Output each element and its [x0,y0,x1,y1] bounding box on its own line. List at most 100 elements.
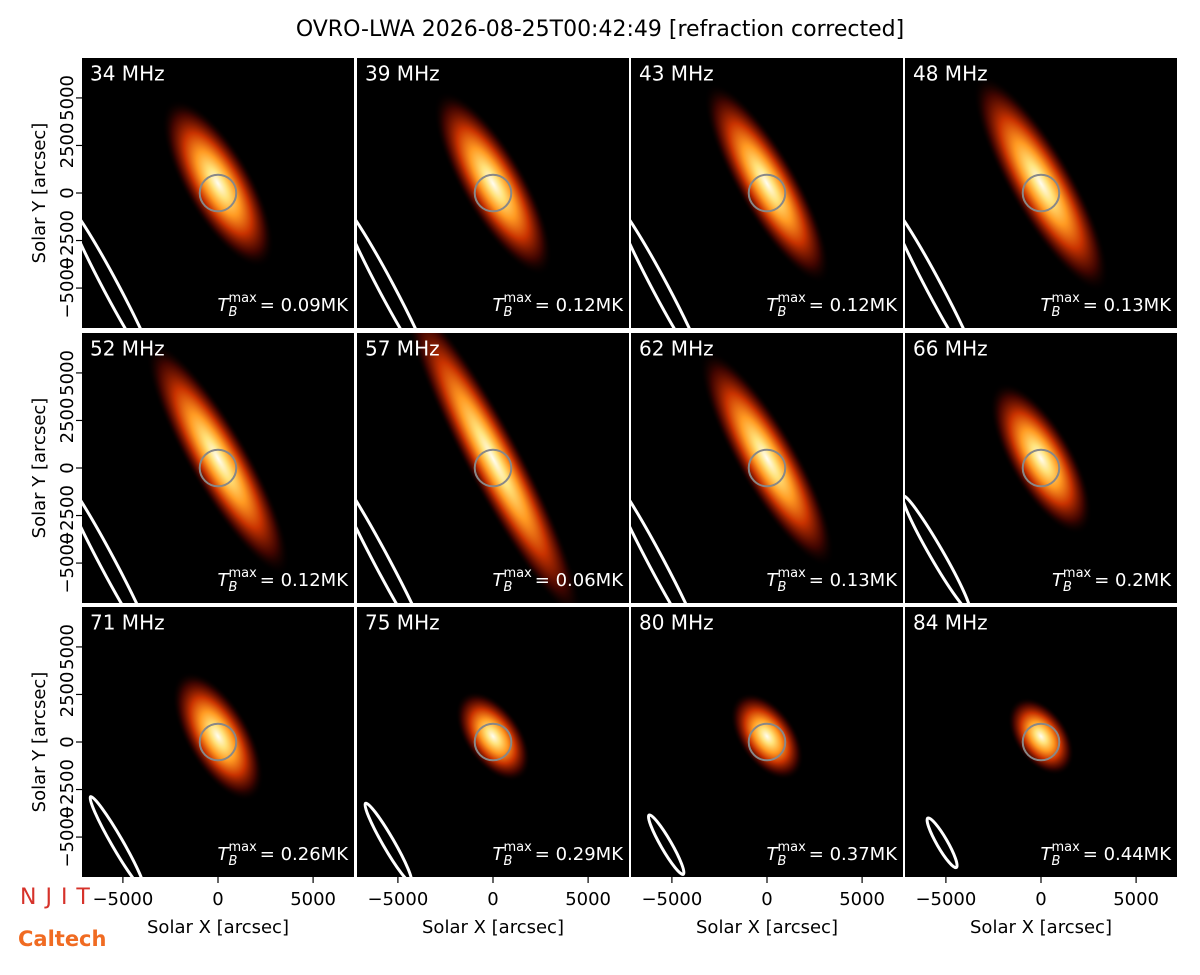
tb-sup: max [1051,840,1080,855]
panel [905,333,1177,603]
tb-symbol: T [493,844,506,865]
tb-value: = 0.37MK [809,844,898,865]
solar-disk [1021,722,1061,762]
solar-disk [473,722,513,762]
tb-max-label: TBmax = 0.06MK [493,566,625,595]
tb-sub: B [778,305,787,320]
panel [905,607,1177,877]
x-tick-label: −5000 [915,889,976,910]
tb-value: = 0.13MK [1083,295,1172,316]
y-axis-label: Solar Y [arcsec] [29,123,50,264]
emission-source [433,91,553,276]
tb-sup: max [503,840,532,855]
solar-disk [473,173,513,213]
tb-sub: B [229,305,238,320]
x-tick-label: 5000 [1113,889,1159,910]
emission-source [172,671,264,801]
x-tick-label: 0 [212,889,223,910]
tb-sub: B [504,580,513,595]
panel [631,333,903,603]
solar-disk [198,722,238,762]
beam [631,474,706,603]
x-axis-label: Solar X [arcsec] [147,917,289,938]
panel [905,58,1177,328]
solar-disk [747,448,787,488]
x-tick-label: −5000 [641,889,702,910]
x-tick-label: 5000 [839,889,885,910]
panel [631,58,903,328]
tb-value: = 0.2MK [1094,570,1172,591]
frequency-label: 43 MHz [639,62,714,86]
tb-sup: max [777,840,806,855]
tb-symbol: T [767,295,780,316]
emission-source [989,382,1093,535]
panel [357,58,629,328]
solar-disk [1021,448,1061,488]
beam [82,202,159,328]
tb-sup: max [503,291,532,306]
solar-disk [1021,173,1061,213]
y-tick-label: −5000 [57,258,78,319]
tb-sup: max [777,291,806,306]
tb-sup: max [1051,291,1080,306]
panel [357,607,629,877]
frequency-label: 84 MHz [913,611,988,635]
beam [905,494,972,603]
tb-sup: max [228,566,257,581]
tb-max-label: TBmax = 0.12MK [218,566,350,595]
x-tick-label: 5000 [290,889,336,910]
tb-symbol: T [218,844,231,865]
solar-disk [747,173,787,213]
tb-sub: B [504,305,513,320]
panel [357,333,629,603]
x-tick-label: 0 [1035,889,1046,910]
y-tick-label: −5000 [57,807,78,868]
y-tick-label: 5000 [57,75,78,121]
tb-max-label: TBmax = 0.13MK [767,566,899,595]
frequency-label: 34 MHz [90,62,165,86]
frequency-label: 52 MHz [90,337,165,361]
tb-symbol: T [1052,570,1065,591]
frequency-label: 39 MHz [365,62,440,86]
tb-sub: B [1063,580,1072,595]
tb-sub: B [229,580,238,595]
tb-sub: B [229,854,238,869]
tb-symbol: T [1041,844,1054,865]
tb-value: = 0.06MK [535,570,624,591]
panel [82,333,354,603]
y-tick-label: −2500 [57,210,78,271]
frequency-label: 75 MHz [365,611,440,635]
tb-sub: B [504,854,513,869]
tb-max-label: TBmax = 0.37MK [767,840,899,869]
beam [631,202,708,328]
logo-njit: NJIT [20,885,99,910]
panel [82,607,354,877]
y-tick-label: 2500 [57,123,78,169]
tb-max-label: TBmax = 0.44MK [1041,840,1173,869]
frequency-label: 80 MHz [639,611,714,635]
solar-disk [473,448,513,488]
solar-disk [198,173,238,213]
frequency-label: 48 MHz [913,62,988,86]
solar-disk [198,448,238,488]
tb-symbol: T [767,570,780,591]
emission-source [973,75,1109,292]
emission-source [699,350,835,567]
tb-max-label: TBmax = 0.12MK [493,291,625,320]
y-tick-label: 2500 [57,672,78,718]
x-tick-label: 5000 [565,889,611,910]
beam [925,816,959,870]
emission-source [146,342,290,575]
y-tick-label: 0 [57,187,78,198]
x-tick-label: 0 [761,889,772,910]
panel [82,58,354,328]
tb-value: = 0.12MK [535,295,624,316]
tb-max-label: TBmax = 0.2MK [1052,566,1172,595]
tb-sub: B [778,580,787,595]
panel [631,607,903,877]
tb-value: = 0.13MK [809,570,898,591]
x-axis-label: Solar X [arcsec] [696,917,838,938]
frequency-label: 62 MHz [639,337,714,361]
y-tick-label: −2500 [57,759,78,820]
x-tick-label: 0 [487,889,498,910]
